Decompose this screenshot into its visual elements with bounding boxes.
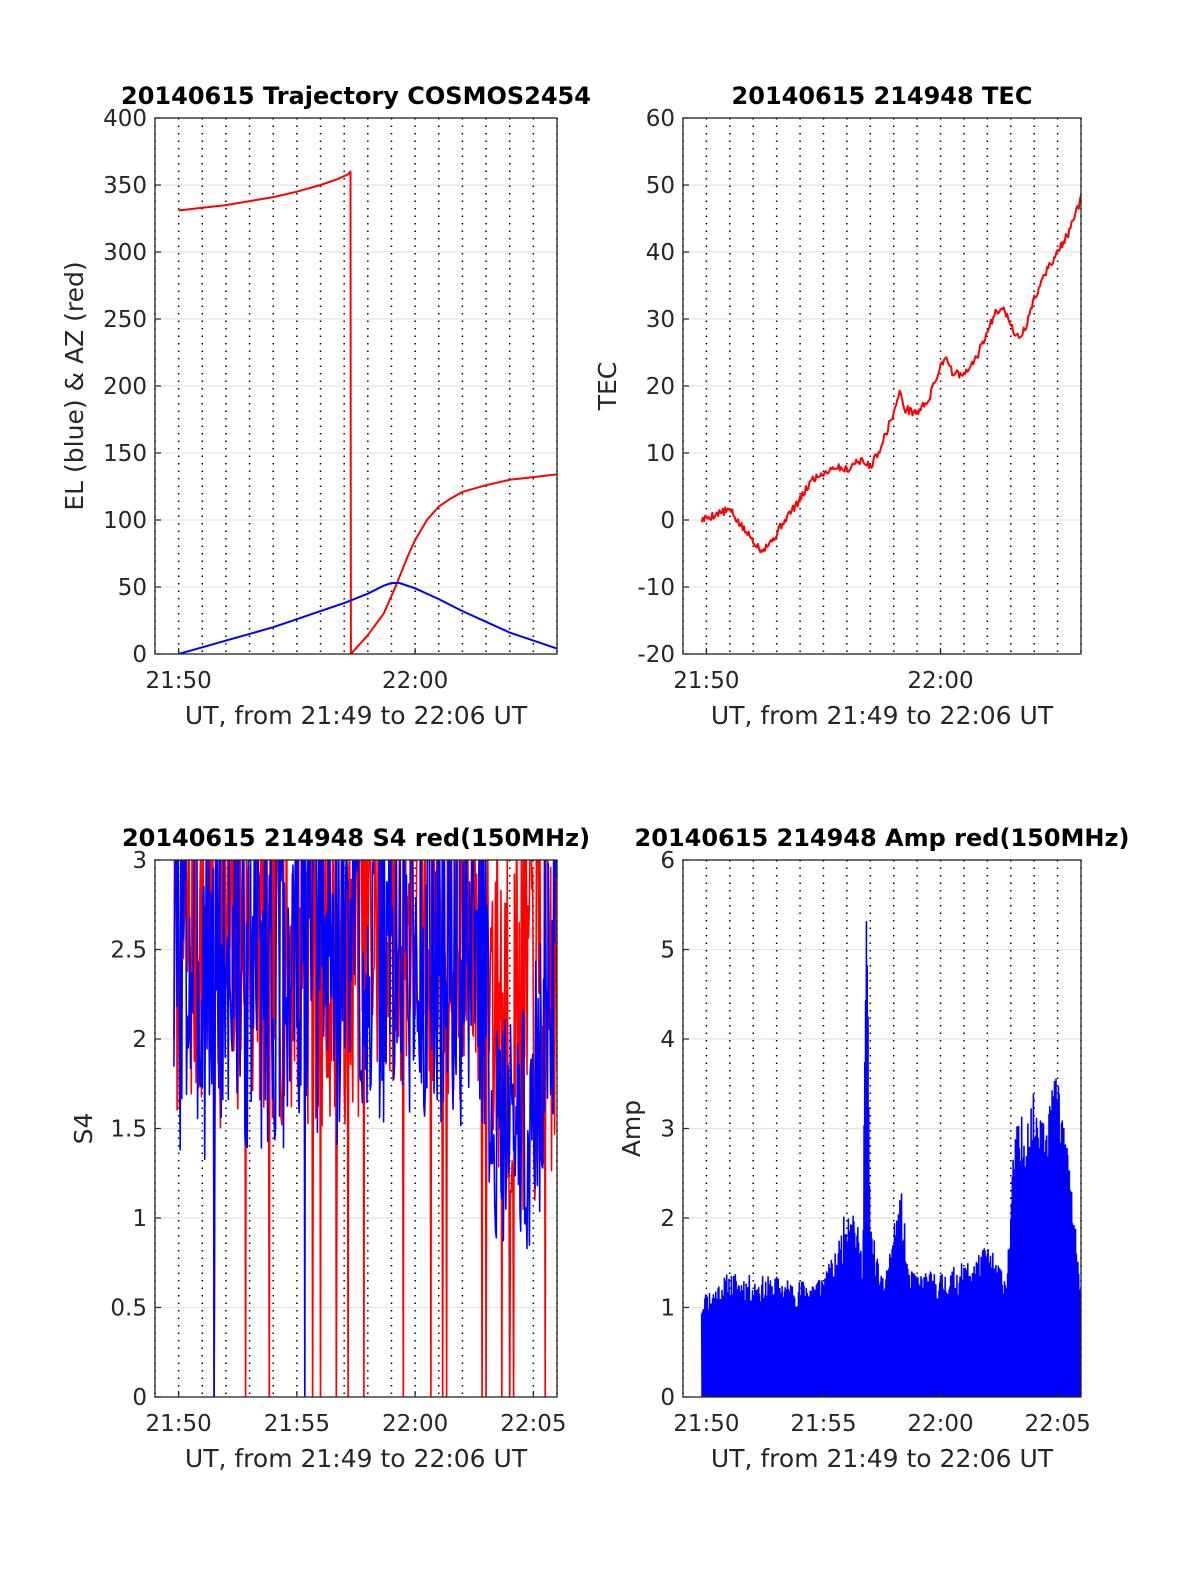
y-tick-label: 30 <box>646 307 675 333</box>
y-tick-label: 1 <box>660 1296 675 1322</box>
x-tick-label: 22:05 <box>500 1411 566 1437</box>
y-tick-label: 2 <box>660 1206 675 1232</box>
x-tick-label: 21:50 <box>673 1411 739 1437</box>
y-tick-label: 1 <box>132 1206 147 1232</box>
y-tick-label: 50 <box>118 575 147 601</box>
y-tick-label: 4 <box>660 1027 675 1053</box>
y-tick-label: 300 <box>103 240 147 266</box>
y-tick-label: 2 <box>132 1027 147 1053</box>
chart-4: 0 1 2 3 4 5 6 21:50 21:55 22:00 22:05 20140615 2149… <box>617 824 1129 1473</box>
y-tick-label: 150 <box>103 441 147 467</box>
series-line <box>173 860 557 1397</box>
x-axis-label: UT, from 21:49 to 22:06 UT <box>185 701 528 730</box>
x-tick-label: 21:50 <box>673 668 739 694</box>
y-tick-label: 200 <box>103 374 147 400</box>
y-tick-label: 50 <box>646 173 675 199</box>
y-tick-label: 60 <box>646 106 675 132</box>
y-tick-label: 40 <box>646 240 675 266</box>
plot-series <box>700 920 1081 1397</box>
y-tick-label: 2.5 <box>110 938 147 964</box>
series-line <box>178 170 557 654</box>
plot-series <box>700 194 1081 554</box>
series-line <box>178 582 557 654</box>
y-tick-label: 3 <box>132 848 147 874</box>
x-axis-label: UT, from 21:49 to 22:06 UT <box>711 1444 1054 1473</box>
y-tick-label: 10 <box>646 441 675 467</box>
y-tick-label: 0 <box>132 642 147 668</box>
chart-1: 0 50 100 150 200 250 300 350 400 21:50 22:00 201406… <box>60 82 591 730</box>
x-tick-label: 21:55 <box>264 1411 330 1437</box>
y-tick-label: 20 <box>646 374 675 400</box>
series-line <box>700 920 1081 1397</box>
y-tick-label: 250 <box>103 307 147 333</box>
y-tick-label: 0 <box>132 1385 147 1411</box>
y-tick-label: 0.5 <box>110 1296 147 1322</box>
y-tick-label: 5 <box>660 938 675 964</box>
plot-series <box>178 170 557 654</box>
y-axis-label: Amp <box>617 1100 646 1157</box>
x-tick-label: 22:00 <box>907 668 973 694</box>
y-tick-label: -10 <box>637 575 675 601</box>
x-tick-label: 22:00 <box>382 668 448 694</box>
x-tick-label: 21:50 <box>145 1411 211 1437</box>
x-tick-label: 22:00 <box>907 1411 973 1437</box>
y-tick-label: 350 <box>103 173 147 199</box>
chart-3: 0 0.5 1 1.5 2 2.5 3 21:50 21:55 22:00 22:05 2014061… <box>69 824 590 1473</box>
y-axis-label: TEC <box>593 362 622 412</box>
y-tick-label: 0 <box>660 1385 675 1411</box>
y-tick-label: 400 <box>103 106 147 132</box>
x-axis-label: UT, from 21:49 to 22:06 UT <box>185 1444 528 1473</box>
y-tick-label: 0 <box>660 508 675 534</box>
y-tick-label: 100 <box>103 508 147 534</box>
x-tick-label: 21:50 <box>145 668 211 694</box>
chart-title: 20140615 214948 TEC <box>732 82 1033 110</box>
y-tick-label: 1.5 <box>110 1117 147 1143</box>
chart-title: 20140615 214948 Amp red(150MHz) <box>635 824 1130 852</box>
x-tick-label: 22:05 <box>1024 1411 1090 1437</box>
y-tick-label: 3 <box>660 1117 675 1143</box>
series-line <box>700 194 1081 554</box>
x-tick-label: 21:55 <box>790 1411 856 1437</box>
y-tick-label: 6 <box>660 848 675 874</box>
plot-series <box>173 860 557 1397</box>
x-axis-label: UT, from 21:49 to 22:06 UT <box>711 701 1054 730</box>
x-tick-label: 22:00 <box>382 1411 448 1437</box>
y-tick-label: -20 <box>637 642 675 668</box>
chart-title: 20140615 Trajectory COSMOS2454 <box>121 82 591 110</box>
y-axis-label: EL (blue) & AZ (red) <box>60 261 89 510</box>
y-axis-label: S4 <box>69 1113 98 1145</box>
chart-2: -20 -10 0 10 20 30 40 50 60 21:50 22:00 20140615 21… <box>593 82 1082 730</box>
chart-title: 20140615 214948 S4 red(150MHz) <box>122 824 590 852</box>
